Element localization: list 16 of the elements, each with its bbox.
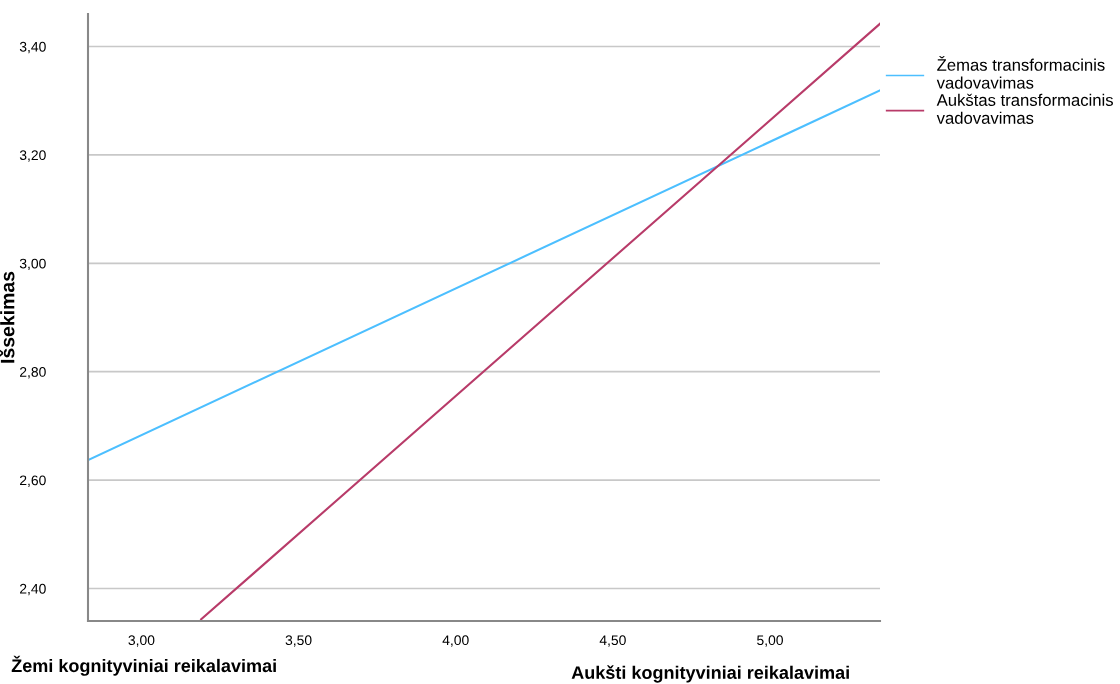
legend-label: Žemas transformacinis vadovavimas — [936, 56, 1105, 89]
legend-label: Aukštas transformacinis vadovavimas — [936, 93, 1113, 124]
x-tick-label: 3,50 — [285, 635, 312, 647]
x-tick-label: 4,50 — [599, 635, 626, 647]
y-tick-label: 2,60 — [20, 475, 46, 487]
x-tick-label: 3,00 — [128, 635, 155, 647]
x-tick-label: 5,00 — [757, 635, 783, 647]
y-axis-title: Išsekimas — [0, 271, 15, 363]
text: Žemi kognityviniai reikalavimai — [11, 655, 276, 676]
y-tick-label: 3,20 — [19, 150, 46, 162]
y-tick-label: 2,40 — [20, 583, 46, 596]
y-tick-label: 2,80 — [20, 367, 46, 379]
text: Aukšti kognityviniai reikalavimai — [571, 665, 849, 683]
x-tick-label: 4,00 — [442, 635, 469, 647]
y-tick-label: 3,00 — [19, 258, 46, 271]
y-tick-label: 3,40 — [19, 41, 46, 54]
